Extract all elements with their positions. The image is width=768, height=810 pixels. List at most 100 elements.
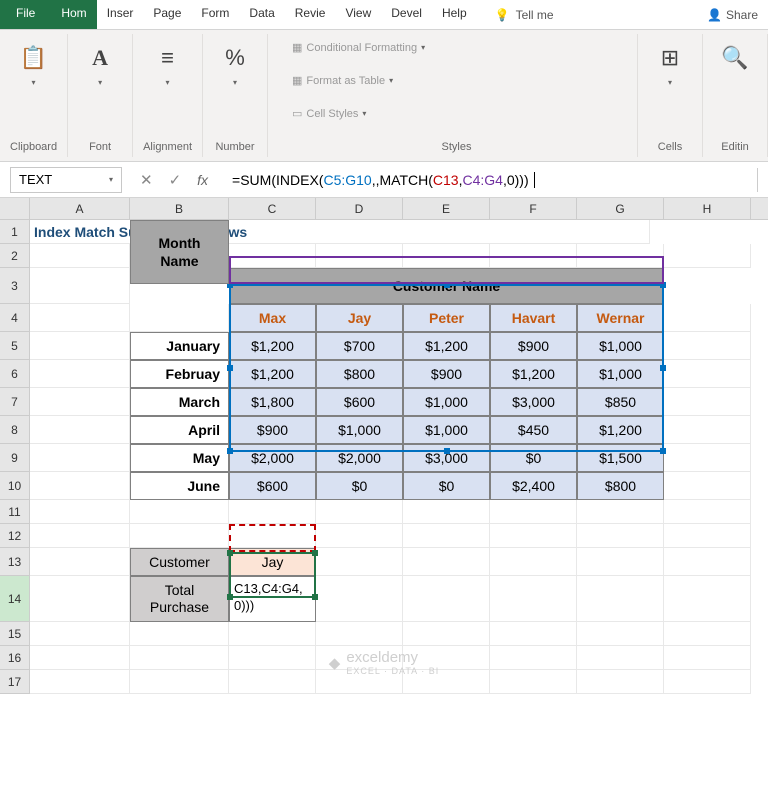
tab-insert[interactable]: Inser [97, 0, 144, 29]
cell[interactable] [490, 576, 577, 622]
cell[interactable] [664, 646, 751, 670]
cell[interactable] [30, 268, 130, 304]
data-cell[interactable]: $850 [577, 388, 664, 416]
cell[interactable] [316, 524, 403, 548]
month-header[interactable]: MonthName [130, 220, 229, 284]
row-header-1[interactable]: 1 [0, 220, 30, 244]
cell[interactable] [30, 670, 130, 694]
col-header-E[interactable]: E [403, 198, 490, 219]
row-header-10[interactable]: 10 [0, 472, 30, 500]
cell[interactable] [664, 576, 751, 622]
cell[interactable] [577, 524, 664, 548]
cell[interactable] [490, 548, 577, 576]
col-header-C[interactable]: C [229, 198, 316, 219]
data-cell[interactable]: $1,200 [229, 360, 316, 388]
data-cell[interactable]: $3,000 [403, 444, 490, 472]
tab-file[interactable]: File [0, 0, 51, 29]
number-button[interactable]: %▾ [213, 38, 257, 91]
col-header-F[interactable]: F [490, 198, 577, 219]
cell[interactable] [577, 500, 664, 524]
data-cell[interactable]: $1,000 [577, 360, 664, 388]
cell[interactable] [403, 244, 490, 268]
cell[interactable] [664, 670, 751, 694]
data-cell[interactable]: $900 [490, 332, 577, 360]
cell[interactable] [664, 332, 751, 360]
cell[interactable] [577, 622, 664, 646]
cell[interactable] [130, 500, 229, 524]
tab-page-layout[interactable]: Page [143, 0, 191, 29]
paste-button[interactable]: 📋▾ [12, 38, 56, 91]
font-button[interactable]: A▾ [78, 38, 122, 91]
cell[interactable] [577, 244, 664, 268]
customer-header[interactable]: Customer Name [229, 268, 664, 304]
tab-formulas[interactable]: Form [191, 0, 239, 29]
data-cell[interactable]: $800 [577, 472, 664, 500]
name-box[interactable]: TEXT▾ [10, 167, 122, 193]
data-cell[interactable]: $1,000 [316, 416, 403, 444]
row-header-7[interactable]: 7 [0, 388, 30, 416]
customer-col-havart[interactable]: Havart [490, 304, 577, 332]
month-row-may[interactable]: May [130, 444, 229, 472]
tell-me-search[interactable]: 💡Tell me [485, 0, 564, 29]
cell[interactable] [664, 388, 751, 416]
cell[interactable] [30, 304, 130, 332]
cell[interactable] [403, 622, 490, 646]
cell[interactable] [403, 524, 490, 548]
cell[interactable] [30, 500, 130, 524]
data-cell[interactable]: $1,200 [577, 416, 664, 444]
cell[interactable] [30, 576, 130, 622]
cell[interactable] [130, 524, 229, 548]
cell[interactable] [316, 548, 403, 576]
data-cell[interactable]: $2,000 [316, 444, 403, 472]
row-header-8[interactable]: 8 [0, 416, 30, 444]
cell[interactable] [30, 244, 130, 268]
col-header-A[interactable]: A [30, 198, 130, 219]
tab-home[interactable]: Hom [51, 0, 96, 29]
data-cell[interactable]: $2,000 [229, 444, 316, 472]
cell[interactable] [229, 524, 316, 548]
data-cell[interactable]: $1,000 [403, 388, 490, 416]
customer-col-peter[interactable]: Peter [403, 304, 490, 332]
data-cell[interactable]: $3,000 [490, 388, 577, 416]
tab-review[interactable]: Revie [285, 0, 336, 29]
conditional-formatting-button[interactable]: ▦Conditional Formatting▾ [286, 38, 431, 57]
data-cell[interactable]: $1,800 [229, 388, 316, 416]
data-cell[interactable]: $900 [403, 360, 490, 388]
select-all-corner[interactable] [0, 198, 30, 219]
alignment-button[interactable]: ≡▾ [146, 38, 190, 91]
cell-styles-button[interactable]: ▭Cell Styles▾ [286, 104, 372, 123]
customer-col-jay[interactable]: Jay [316, 304, 403, 332]
cell[interactable] [30, 548, 130, 576]
cell[interactable] [30, 472, 130, 500]
row-header-15[interactable]: 15 [0, 622, 30, 646]
cell[interactable] [30, 524, 130, 548]
cell[interactable] [316, 622, 403, 646]
month-row-june[interactable]: June [130, 472, 229, 500]
tab-data[interactable]: Data [239, 0, 284, 29]
cell[interactable] [30, 622, 130, 646]
cell[interactable] [316, 576, 403, 622]
row-header-2[interactable]: 2 [0, 244, 30, 268]
customer-col-max[interactable]: Max [229, 304, 316, 332]
lookup-total-label[interactable]: TotalPurchase [130, 576, 229, 622]
cell[interactable] [490, 244, 577, 268]
cell[interactable] [664, 622, 751, 646]
row-header-13[interactable]: 13 [0, 548, 30, 576]
cell[interactable] [490, 500, 577, 524]
col-header-H[interactable]: H [664, 198, 751, 219]
share-button[interactable]: 👤Share [697, 0, 768, 29]
cell[interactable] [403, 548, 490, 576]
data-cell[interactable]: $0 [403, 472, 490, 500]
cell[interactable] [664, 472, 751, 500]
data-cell[interactable]: $700 [316, 332, 403, 360]
cell[interactable] [30, 388, 130, 416]
cell[interactable] [403, 576, 490, 622]
cell[interactable] [577, 646, 664, 670]
cell[interactable] [664, 500, 751, 524]
cell[interactable] [490, 524, 577, 548]
data-cell[interactable]: $600 [316, 388, 403, 416]
cell[interactable] [490, 670, 577, 694]
cell[interactable] [130, 670, 229, 694]
formula-input[interactable]: =SUM(INDEX(C5:G10,,MATCH(C13,C4:G4,0))) [226, 168, 758, 192]
cell[interactable] [664, 444, 751, 472]
